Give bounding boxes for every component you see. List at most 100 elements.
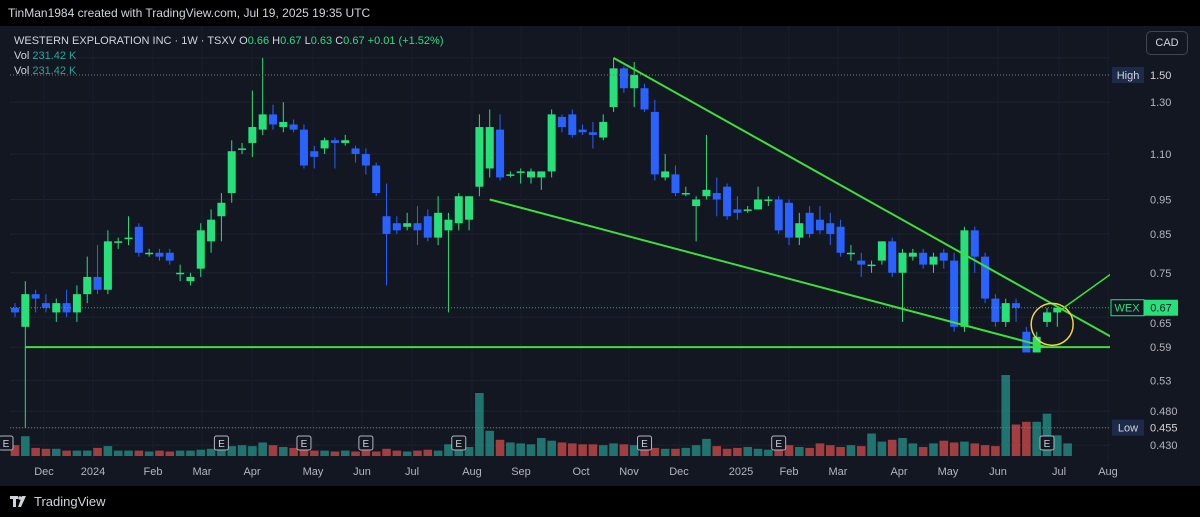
volume-bar — [557, 442, 567, 456]
earnings-marker-label: E — [218, 439, 225, 450]
candle-body — [785, 202, 793, 238]
candle-body — [795, 223, 804, 238]
candle-body — [826, 223, 835, 234]
earnings-marker-box — [1039, 435, 1055, 451]
low-label: Low — [1118, 423, 1138, 435]
volume-bar — [567, 443, 577, 456]
candle-body — [805, 212, 814, 234]
time-tick-label: Jul — [405, 466, 419, 478]
reference-lines — [10, 74, 1110, 429]
tradingview-mark-icon — [10, 496, 26, 507]
time-tick-label: Aug — [1098, 466, 1118, 478]
candle-body — [372, 165, 381, 194]
volume-bar — [423, 449, 433, 456]
candle-body — [279, 121, 288, 128]
volume-bar — [113, 450, 123, 456]
earnings-marker-box — [358, 435, 374, 451]
volume-bar — [805, 447, 814, 456]
volume-bar — [537, 438, 546, 456]
candle-body — [176, 272, 185, 275]
legend-close-value: 0.67 — [343, 35, 365, 47]
legend-high-value: 0.67 — [280, 35, 302, 47]
time-tick-label: Jul — [1052, 466, 1066, 478]
volume-bar — [495, 439, 505, 456]
volume-bar — [1011, 424, 1021, 456]
candle-body — [877, 241, 886, 261]
candle-body — [1053, 307, 1062, 313]
candle-body — [207, 219, 216, 242]
volume-bar — [289, 447, 298, 456]
candle-body — [640, 88, 649, 110]
candle-body — [681, 193, 690, 195]
candle-body — [537, 171, 546, 178]
candle-body — [981, 256, 990, 299]
legend-vol-value: 231.42 K — [32, 50, 77, 62]
time-tick-label: Apr — [243, 466, 260, 478]
price-tick-label: 0.430 — [1150, 440, 1178, 452]
candle-body — [888, 241, 897, 273]
high-label-box — [1112, 67, 1144, 83]
candle-body — [310, 151, 319, 157]
tradingview-logo: TradingView — [10, 494, 106, 509]
candle-body — [114, 241, 123, 243]
candle-body — [341, 140, 350, 143]
volume-bar — [691, 445, 701, 456]
time-tick-label: May — [938, 466, 959, 478]
volume-bar — [774, 448, 783, 456]
volume-bar — [279, 447, 288, 456]
upper-trendline — [613, 56, 1131, 349]
candle-body — [83, 276, 92, 295]
price-tick-label: 0.75 — [1150, 268, 1171, 280]
volume-bar — [1042, 413, 1052, 456]
time-tick-label: Feb — [144, 466, 163, 478]
candle-body — [609, 68, 618, 108]
time-tick-label: Jun — [989, 466, 1007, 478]
time-tick-label: May — [303, 466, 324, 478]
legend-low-label: L — [304, 35, 311, 47]
candle-body — [723, 186, 732, 217]
low-value: 0.455 — [1150, 423, 1178, 435]
candle-body — [516, 171, 525, 173]
volume-bar — [124, 450, 133, 456]
volume-bar — [196, 449, 206, 456]
candle-body — [330, 140, 339, 143]
volume-bar — [165, 451, 175, 456]
volume-bar — [980, 445, 990, 456]
volume-bar — [382, 448, 391, 456]
volume-bar — [144, 451, 154, 456]
currency-button[interactable]: CAD — [1146, 31, 1188, 55]
volume-bar — [764, 449, 773, 456]
candle-body — [485, 127, 494, 169]
time-tick-label: Dec — [669, 466, 689, 478]
volume-bar — [1001, 375, 1011, 456]
price-tick-label: 1.10 — [1150, 149, 1171, 161]
volume-bar — [671, 448, 680, 456]
candle-body — [93, 276, 102, 290]
volume-bar — [258, 442, 267, 456]
volume-bar — [330, 451, 340, 456]
candle-body — [351, 148, 360, 155]
time-axis: Dec 2024 Feb Mar Apr May Jun Jul Aug Sep Oct Nov Dec… — [34, 466, 1118, 478]
candle-body — [444, 219, 453, 231]
volume-bar — [433, 450, 443, 456]
candle-body — [155, 252, 164, 257]
highlight-circle — [1030, 302, 1074, 347]
earnings-marker-box — [637, 435, 653, 451]
legend-volume-row: Vol 231.42 K — [14, 49, 444, 64]
volume-bar — [237, 445, 247, 456]
volume-bar — [856, 446, 866, 456]
candle-body — [733, 209, 742, 213]
time-tick-label: Apr — [890, 466, 907, 478]
legend-open-value: 0.66 — [247, 35, 270, 47]
volume-bar — [268, 445, 278, 456]
candle-body — [423, 216, 432, 238]
candle-body — [72, 294, 81, 313]
candle-body — [103, 241, 112, 290]
chart-pane[interactable]: E E E E E E E E 1.30 1.10 0.95 0.85 0.75 0.59 0.53 0.48… — [0, 26, 1200, 486]
candle-body — [960, 230, 969, 327]
candle-body — [630, 74, 639, 89]
price-chart[interactable]: E E E E E E E E 1.30 1.10 0.95 0.85 0.75 0.59 0.53 0.48… — [0, 26, 1200, 486]
candle-body — [547, 114, 556, 172]
candle-body — [671, 174, 680, 194]
